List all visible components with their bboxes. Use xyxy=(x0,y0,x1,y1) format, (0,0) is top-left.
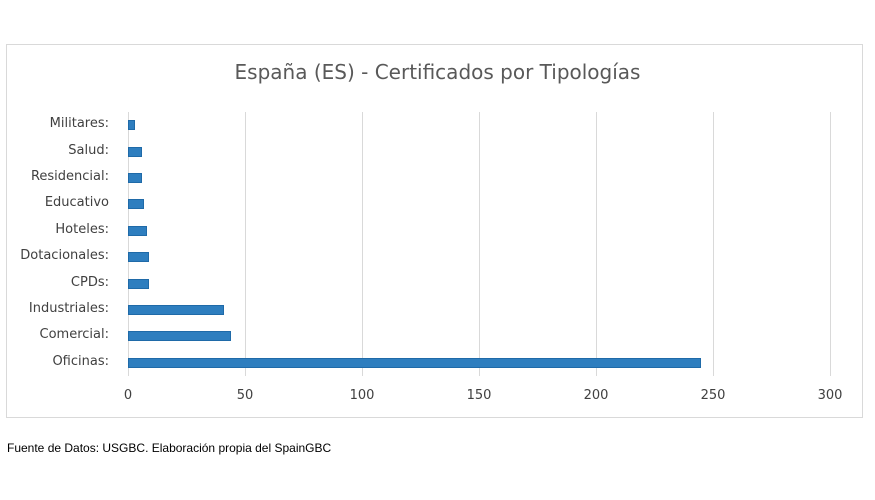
x-tick-label: 150 xyxy=(466,388,492,403)
bar xyxy=(128,173,143,183)
x-tick-label: 300 xyxy=(817,388,843,403)
data-source-note: Fuente de Datos: USGBC. Elaboración prop… xyxy=(7,441,332,455)
category-label: Hoteles: xyxy=(55,221,109,237)
category-label: Residencial: xyxy=(30,169,109,184)
category-label: Militares: xyxy=(49,116,109,132)
category-label: Industriales: xyxy=(28,301,109,316)
bar xyxy=(128,199,145,210)
plot-area xyxy=(128,112,831,376)
bar xyxy=(128,225,147,236)
bar xyxy=(128,331,231,342)
chart-title: España (ES) - Certificados por Tipología… xyxy=(234,60,641,84)
bar xyxy=(128,278,150,289)
gridline xyxy=(128,112,129,376)
category-label: Dotacionales: xyxy=(20,248,109,264)
gridline xyxy=(830,112,831,376)
bar xyxy=(128,120,136,131)
gridline xyxy=(362,112,363,376)
bar xyxy=(128,305,224,315)
bar xyxy=(128,146,143,157)
chart-frame xyxy=(6,44,863,418)
x-tick-label: 200 xyxy=(583,388,609,403)
x-tick-label: 100 xyxy=(349,388,375,403)
gridline xyxy=(596,112,597,376)
gridline xyxy=(713,112,714,376)
gridline xyxy=(479,112,480,376)
category-label: Salud: xyxy=(68,142,109,158)
category-label: CPDs: xyxy=(70,274,109,290)
category-label: Comercial: xyxy=(39,327,109,343)
x-tick-label: 250 xyxy=(700,388,726,403)
bar xyxy=(128,357,702,368)
category-label: Educativo xyxy=(44,195,109,211)
gridline xyxy=(245,112,246,376)
x-tick-label: 0 xyxy=(123,388,133,403)
x-tick-label: 50 xyxy=(236,388,254,403)
category-label: Oficinas: xyxy=(52,353,109,369)
bar xyxy=(128,252,150,263)
